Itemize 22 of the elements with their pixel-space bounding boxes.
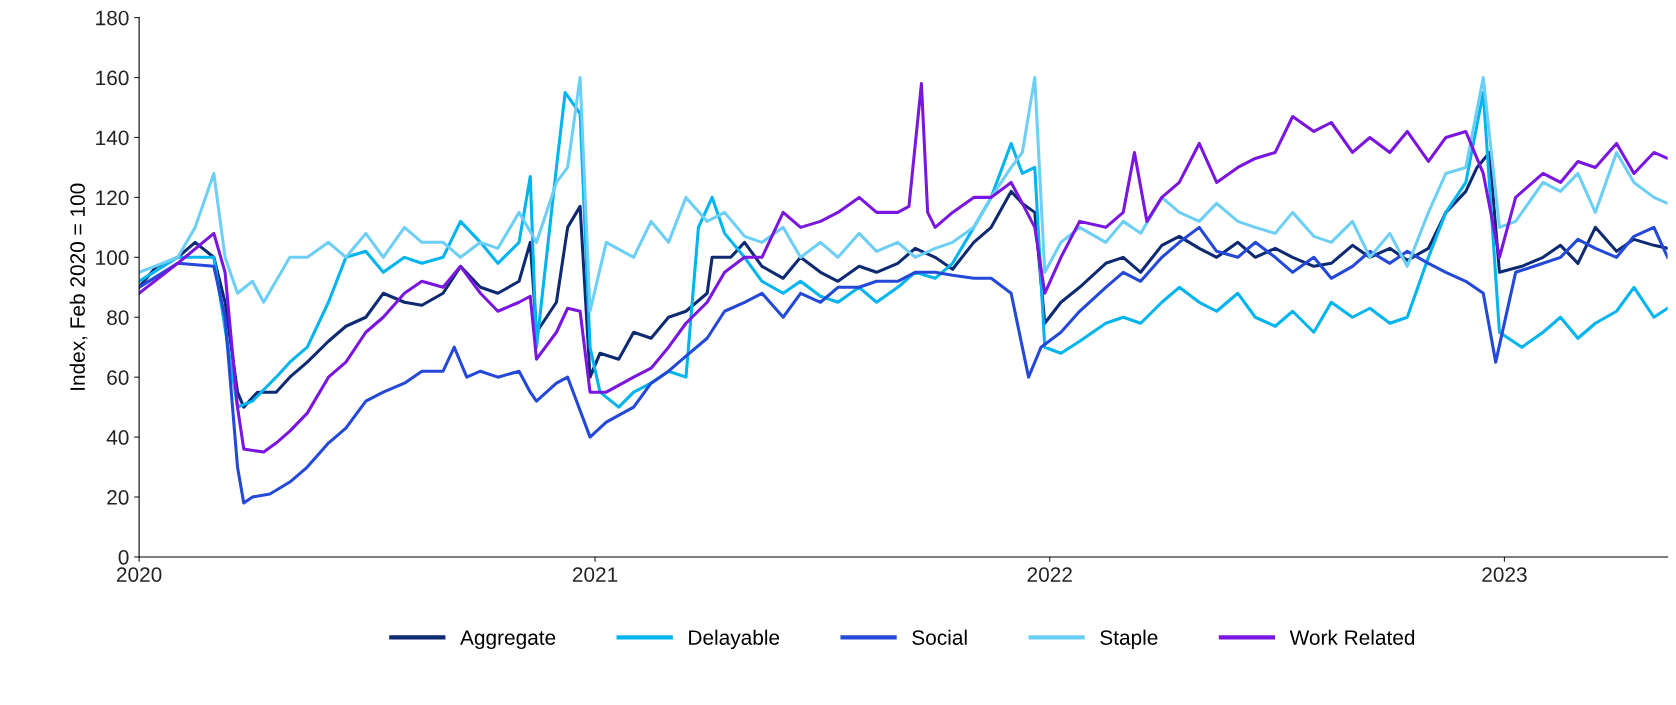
- legend-label: Staple: [1100, 629, 1158, 650]
- y-tick-label: 80: [107, 310, 129, 325]
- x-tick-label: 2021: [572, 567, 618, 582]
- y-tick-label: 60: [107, 370, 129, 385]
- y-tick-label: 140: [96, 130, 129, 146]
- legend-label: Aggregate: [460, 630, 556, 650]
- legend-label: Social: [912, 629, 967, 645]
- y-tick-label: 180: [96, 10, 129, 26]
- line-series: [139, 76, 1668, 313]
- y-tick-label: 160: [96, 70, 129, 86]
- y-tick-label: 0: [118, 549, 129, 565]
- y-tick-label: 40: [106, 430, 129, 445]
- legend-label: Delayable: [689, 629, 780, 650]
- y-tick-label: 20: [107, 490, 129, 505]
- x-tick-label: 2022: [1027, 567, 1072, 582]
- x-tick-label: 2020: [116, 567, 162, 582]
- legend-label: Work Related: [1289, 629, 1415, 645]
- y-axis-title: Index, Feb 2020 = 100: [69, 183, 88, 390]
- x-tick-label: 2023: [1482, 567, 1527, 582]
- y-tick-label: 100: [96, 250, 129, 266]
- line-series: [139, 225, 1668, 505]
- y-tick-label: 120: [96, 190, 129, 206]
